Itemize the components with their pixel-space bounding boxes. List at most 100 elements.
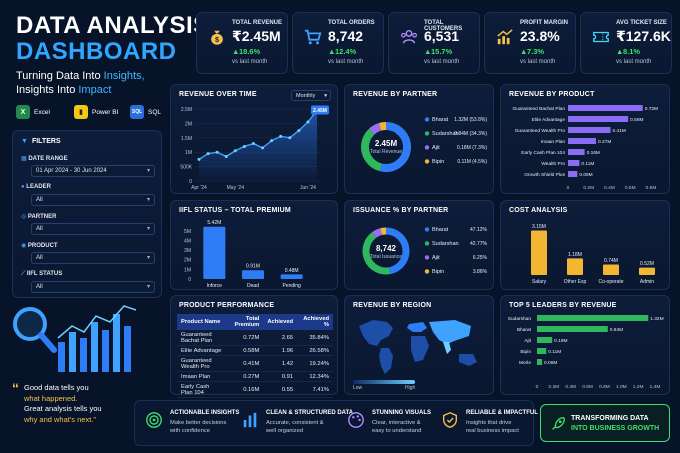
iifl-status-chart: 0 1M 2M 3M 4M 5M 5.42M Inforce 0.91M Dead 0.48M Pen… (184, 220, 303, 289)
panel-title: REVENUE BY PARTNER (353, 91, 438, 98)
category-label: Guaranteed Bachat Plan (512, 106, 565, 112)
data-point (270, 139, 274, 143)
table-cell: 1.96 (263, 345, 298, 356)
growth-chart-icon (495, 27, 515, 47)
kpi-value: ₹127.6K (616, 28, 671, 44)
feature-desc: Insights that drive real business impact (466, 420, 519, 434)
revenue-by-product-chart: Guaranteed Bachat Plan 0.72M Elite Advanta… (512, 105, 658, 191)
table-row: Imaan Plan 0.27M 0.91 12.34% (177, 371, 333, 382)
kpi-profit-margin: PROFIT MARGIN 23.8% ▲ 7.3% vs last month (484, 12, 576, 74)
filter-label-date-range: ▦ DATE RANGE (21, 156, 68, 162)
feature-title: RELIABLE & IMPACTFUL (466, 410, 538, 416)
y-tick-label: 0 (189, 179, 192, 185)
donut-slice (361, 128, 383, 172)
tagline-line-1: Turning Data Into Insights, (16, 70, 145, 82)
magnifier-illustration (13, 305, 137, 372)
table-header-row: Product Name Total Premium Achieved Achieve… (177, 314, 333, 330)
y-tick-label: 4M (184, 238, 191, 244)
issuance-by-partner-chart: Bharat 47.12% Sudarshan 42.77% Ajit 6.25% Bipi… (362, 227, 488, 275)
sql-icon: SQL (130, 105, 144, 119)
issuance-by-partner-panel: ISSUANCE % BY PARTNER Bharat 47.12% Sudars… (344, 200, 494, 290)
x-tick-label: 0.6M (625, 185, 636, 191)
ticket-icon (591, 27, 611, 47)
user-icon: ● (21, 184, 25, 190)
y-tick-label: 2M (184, 258, 191, 264)
x-tick-label: 1.2M (633, 384, 644, 390)
category-label: Growth Shield Plus (524, 172, 565, 178)
revenue-by-product-panel: REVENUE BY PRODUCT Guaranteed Bachat Pla… (500, 84, 670, 194)
panel-title: IIFL STATUS – TOTAL PREMIUM (179, 207, 291, 214)
y-tick-label: 3M (184, 248, 191, 254)
table-cell: 19.24% (297, 355, 333, 372)
legend-label: Ajit (432, 145, 440, 151)
category-label: Admin (640, 279, 654, 285)
bar (603, 264, 619, 275)
table-cell: 0.41M (225, 355, 264, 372)
top-leaders-chart: Sudarshan 1.32M Bharat 0.84M Ajit 0.18M Bipin 0… (508, 315, 664, 390)
product-icon: ◉ (21, 243, 27, 249)
table-cell: Early Cash Plan 104 (177, 381, 226, 398)
kpi-sub: vs last month (328, 59, 364, 65)
iifl-status-select[interactable]: All ▾ (31, 281, 155, 293)
table-cell: 0.27M (225, 371, 264, 382)
panel-title: REVENUE BY PRODUCT (509, 91, 595, 98)
excel-icon: X (16, 105, 30, 119)
arrow-up-icon: ▲ (424, 47, 432, 56)
feature-title: STUNNING VISUALS (372, 410, 432, 416)
donut-slice (380, 227, 387, 236)
power-bi-icon: ▮ (74, 105, 88, 119)
kpi-sub: vs last month (616, 59, 652, 65)
date-range-select[interactable]: 01 Apr 2024 - 30 Jun 2024 ▾ (31, 165, 155, 177)
palette-icon (346, 410, 366, 430)
bar-chart-icon (240, 410, 260, 430)
map-legend-high: High (405, 385, 416, 391)
table-cell: 1.42 (263, 355, 298, 372)
y-tick-label: 2M (185, 121, 192, 127)
filters-panel: ▼ FILTERS ▦ DATE RANGE 01 Apr 2024 - 30 … (12, 130, 162, 298)
leader-select[interactable]: All ▾ (31, 194, 155, 206)
data-point (261, 146, 265, 150)
donut-slice (385, 227, 410, 275)
data-label: 1.32M (650, 316, 663, 322)
bar (568, 138, 597, 144)
cta-banner[interactable]: TRANSFORMING DATA INTO BUSINESS GROWTH (540, 404, 670, 442)
kpi-total-customers: TOTAL CUSTOMERS 6,531 ▲ 15.7% vs last mon… (388, 12, 480, 74)
donut-slice (372, 228, 383, 238)
status-icon: ⟋ (21, 271, 26, 277)
feature-title: ACTIONABLE INSIGHTS (170, 410, 240, 416)
feature-stunning-visuals: STUNNING VISUALS Clear, interactive & eas… (346, 404, 436, 446)
feature-desc: Clear, interactive & easy to understand (372, 420, 422, 434)
filter-label-iifl-status: ⟋ IIFL STATUS (21, 271, 63, 277)
data-label: 0.84M (610, 327, 623, 333)
data-point (306, 120, 310, 124)
column-header: Achieved (263, 314, 298, 330)
top-leaders-panel: TOP 5 LEADERS BY REVENUE Sudarshan 1.32M B… (500, 295, 670, 395)
product-select[interactable]: All ▾ (31, 252, 155, 264)
data-label: 5.42M (207, 220, 221, 226)
table-cell: 0.72M (225, 330, 264, 346)
partner-select[interactable]: All ▾ (31, 223, 155, 235)
donut-slice (379, 122, 387, 131)
bar (568, 149, 585, 155)
data-label: 0.18M (554, 338, 567, 344)
bar (567, 258, 583, 275)
data-point (197, 157, 201, 161)
target-icon (144, 410, 164, 430)
x-tick-label: 0 (536, 384, 539, 390)
category-label: Ajit (524, 338, 531, 344)
money-bag-icon: $ (207, 27, 227, 47)
kpi-sub: vs last month (520, 59, 556, 65)
data-label: 0.52M (640, 261, 654, 267)
data-label: 0.91M (246, 264, 260, 270)
x-tick-label: 0.4M (604, 185, 615, 191)
kpi-avg-ticket-size: AVG TICKET SIZE ₹127.6K ▲ 8.1% vs last mo… (580, 12, 672, 74)
period-dropdown[interactable]: Monthly ▾ (291, 90, 331, 101)
bar (537, 337, 553, 343)
legend-value: 42.77% (470, 241, 488, 247)
map-legend-low: Low (353, 385, 363, 391)
kpi-total-orders: TOTAL ORDERS 8,742 ▲ 12.4% vs last month (292, 12, 384, 74)
tool-label: SQL (148, 108, 162, 116)
table-cell: 0.16M (225, 381, 264, 398)
donut-slice (369, 122, 382, 135)
